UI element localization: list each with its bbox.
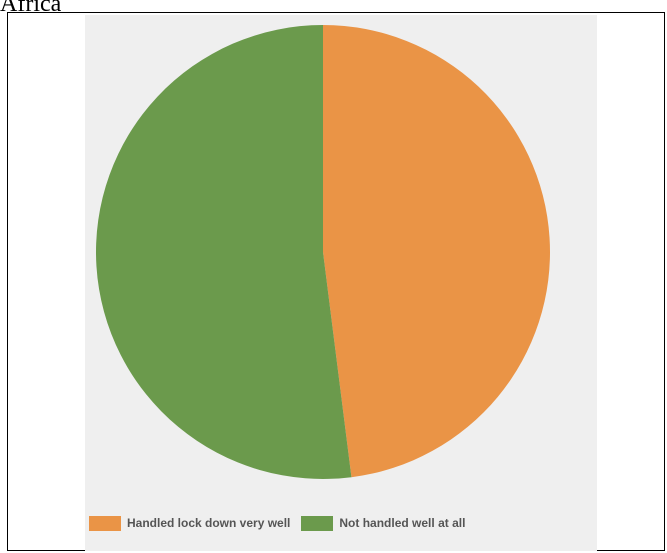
chart-panel	[85, 15, 597, 551]
pie-slice-not-handled	[95, 25, 352, 479]
legend-swatch-not-handled	[301, 515, 334, 531]
legend-item-not-handled: Not handled well at all	[301, 515, 466, 531]
legend-item-handled-well: Handled lock down very well	[89, 515, 291, 531]
pie-slice-handled-well	[323, 25, 550, 478]
legend-swatch-handled-well	[89, 515, 121, 531]
pie-chart	[95, 25, 550, 479]
legend-label-handled-well: Handled lock down very well	[127, 516, 291, 530]
chart-legend: Handled lock down very well Not handled …	[89, 513, 476, 533]
legend-label-not-handled: Not handled well at all	[339, 516, 466, 530]
